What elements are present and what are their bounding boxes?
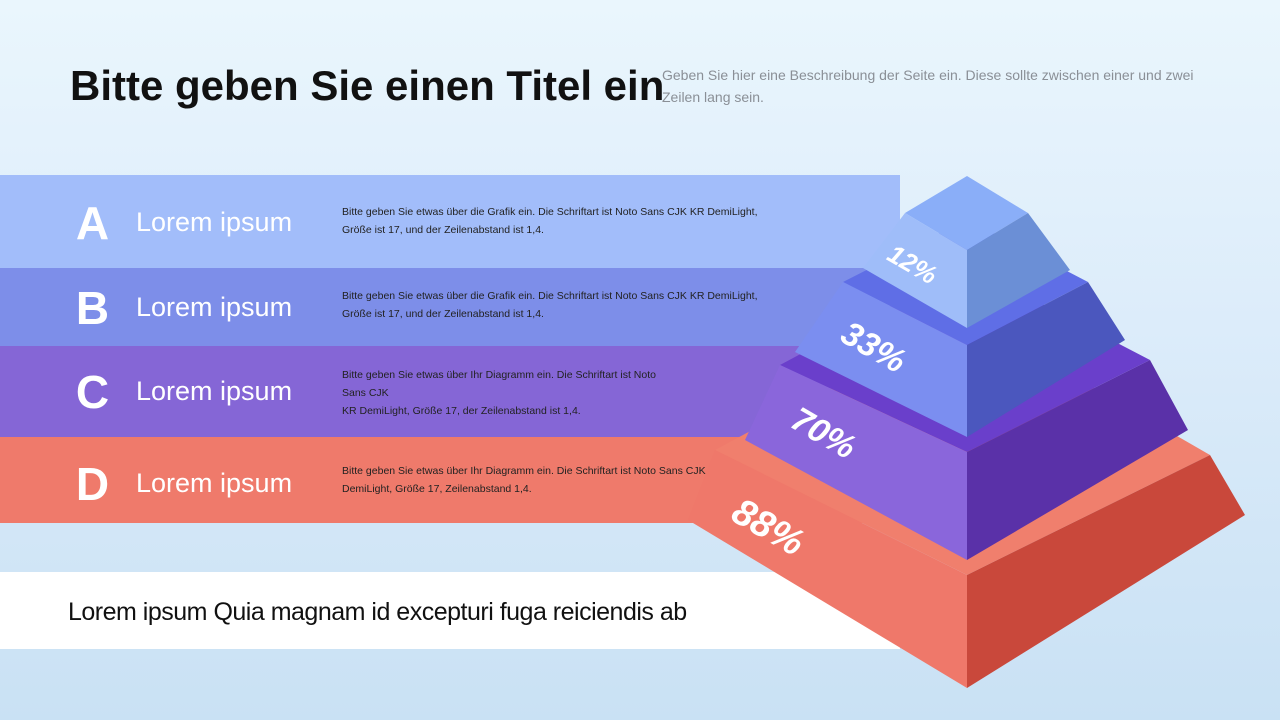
description: Geben Sie hier eine Beschreibung der Sei…: [662, 67, 1194, 105]
row-label: Lorem ipsum: [136, 292, 293, 322]
row-letter: D: [75, 458, 110, 510]
row-letter: A: [75, 197, 110, 249]
row-label: Lorem ipsum: [136, 376, 293, 406]
text-line: DemiLight, Größe 17, Zeilenabstand 1,4.: [342, 483, 532, 495]
row-text: Bitte geben Sie etwas über die Grafik ei…: [342, 203, 762, 239]
text-line: Bitte geben Sie etwas über die Grafik ei…: [342, 206, 758, 218]
row-label: Lorem ipsum: [136, 207, 293, 237]
row-letter: C: [75, 366, 110, 418]
tier-left: [863, 213, 967, 328]
text-line: Bitte geben Sie etwas über Ihr Diagramm …: [342, 369, 656, 381]
tier-top: [905, 176, 1028, 250]
row-letter: B: [75, 282, 110, 334]
row-text: Bitte geben Sie etwas über Ihr Diagramm …: [342, 366, 762, 420]
tier-right: [967, 213, 1070, 328]
band-b: [0, 268, 900, 346]
band-a: [0, 175, 900, 268]
tier-left: [688, 450, 967, 688]
footer-band: [0, 572, 900, 649]
text-line: Größe ist 17, und der Zeilenabstand ist …: [342, 308, 544, 320]
row-text: Bitte geben Sie etwas über die Grafik ei…: [342, 287, 762, 323]
row-label: Lorem ipsum: [136, 468, 293, 498]
band-c: [0, 346, 900, 437]
row-text: Bitte geben Sie etwas über Ihr Diagramm …: [342, 462, 762, 498]
footer-text: Lorem ipsum Quia magnam id excepturi fug…: [68, 598, 687, 626]
text-line: KR DemiLight, Größe 17, der Zeilenabstan…: [342, 405, 581, 417]
tier-left: [795, 282, 967, 437]
text-line: Sans CJK: [342, 387, 389, 399]
tier-right: [967, 360, 1188, 560]
title: Bitte geben Sie einen Titel ein: [70, 62, 665, 109]
text-line: Bitte geben Sie etwas über Ihr Diagramm …: [342, 465, 724, 477]
text-line: Größe ist 17, und der Zeilenabstand ist …: [342, 224, 544, 236]
tier-right: [967, 282, 1125, 437]
tier-left: [745, 365, 967, 560]
text-line: Bitte geben Sie etwas über die Grafik ei…: [342, 290, 758, 302]
tier-right: [967, 455, 1245, 688]
